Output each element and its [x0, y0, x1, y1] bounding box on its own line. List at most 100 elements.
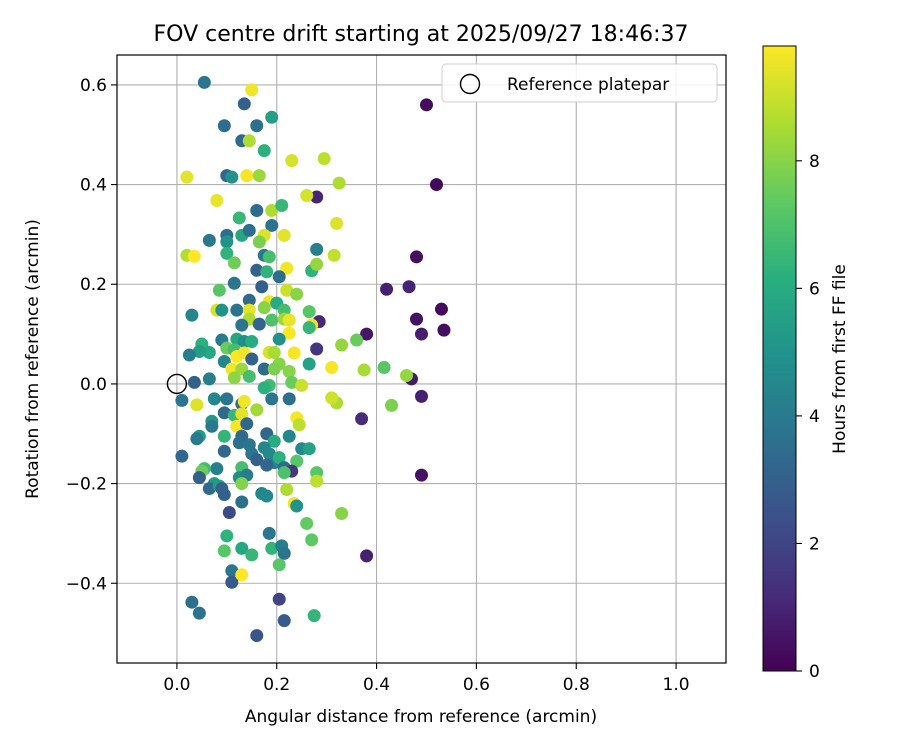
data-point	[282, 364, 296, 378]
data-point	[277, 546, 291, 560]
data-point	[310, 242, 324, 256]
data-point	[285, 154, 299, 168]
data-point	[235, 318, 249, 332]
data-point	[277, 303, 291, 317]
data-point	[267, 346, 281, 360]
data-point	[232, 211, 246, 225]
y-axis-ticks: −0.4 −0.2 0.0 0.2 0.4 0.6	[66, 76, 117, 594]
data-point	[210, 462, 224, 476]
plot-area-frame	[116, 54, 727, 664]
data-point	[242, 369, 256, 383]
data-point	[250, 403, 264, 417]
legend-box	[441, 63, 718, 103]
x-tick-label: 0.4	[363, 675, 390, 695]
data-point	[220, 246, 234, 260]
legend: Reference platepar	[441, 63, 718, 103]
data-point	[245, 83, 259, 97]
data-point	[385, 398, 399, 412]
data-point	[202, 482, 216, 496]
data-point	[205, 419, 219, 433]
data-point	[310, 474, 324, 488]
x-tick-label: 0.2	[263, 675, 290, 695]
data-point	[232, 436, 246, 450]
data-point	[197, 75, 211, 89]
reference-platepar-marker	[166, 373, 188, 395]
data-point	[250, 263, 264, 277]
data-point	[187, 249, 201, 263]
data-point	[360, 327, 374, 341]
data-point	[415, 468, 428, 482]
data-point	[217, 544, 231, 558]
data-point	[225, 575, 239, 589]
data-point	[410, 312, 424, 326]
data-point	[250, 629, 264, 643]
data-point	[272, 592, 286, 606]
data-point	[267, 362, 281, 376]
data-point	[260, 489, 274, 503]
y-axis-label: Rotation from reference (arcmin)	[23, 219, 43, 499]
data-point	[300, 516, 314, 530]
data-point	[357, 363, 371, 377]
colorbar-tick-label: 0	[809, 662, 820, 682]
data-point	[245, 352, 259, 366]
data-point	[240, 417, 254, 431]
data-point	[415, 327, 428, 341]
data-point	[280, 283, 294, 297]
data-point	[282, 392, 296, 406]
data-point	[295, 378, 309, 392]
data-point	[325, 391, 339, 405]
data-point	[377, 360, 391, 374]
data-point	[252, 317, 266, 331]
data-point	[190, 432, 204, 446]
data-point	[185, 308, 199, 322]
data-point	[335, 338, 349, 352]
colorbar-tick-label: 2	[809, 534, 820, 554]
data-point	[215, 303, 229, 317]
data-point	[302, 305, 316, 319]
x-axis-ticks: 0.0 0.2 0.4 0.6 0.8 1.0	[163, 663, 690, 695]
data-point	[257, 362, 271, 376]
data-point	[202, 346, 216, 360]
data-point	[235, 495, 249, 509]
data-point	[252, 169, 266, 183]
data-point	[285, 375, 299, 389]
x-axis-label: Angular distance from reference (arcmin)	[245, 707, 597, 727]
data-point	[277, 614, 291, 628]
data-point	[235, 568, 249, 582]
data-point	[310, 257, 324, 271]
y-tick-label: −0.2	[66, 475, 107, 495]
data-point	[225, 170, 239, 184]
data-point	[265, 541, 279, 555]
data-points	[175, 75, 451, 643]
data-point	[282, 429, 296, 443]
colorbar-gradient	[762, 45, 797, 672]
data-point	[330, 216, 344, 230]
data-point	[217, 406, 231, 420]
data-point	[265, 392, 279, 406]
data-point	[235, 541, 249, 555]
data-point	[302, 442, 316, 456]
data-point	[310, 190, 324, 204]
chart-title: FOV centre drift starting at 2025/09/27 …	[154, 22, 689, 47]
data-point	[237, 97, 251, 111]
data-point	[265, 203, 279, 217]
data-point	[250, 203, 264, 217]
data-point	[325, 360, 339, 374]
data-point	[220, 235, 234, 249]
data-point	[192, 345, 206, 359]
data-point	[257, 381, 271, 395]
y-tick-label: 0.4	[80, 176, 107, 196]
colorbar-tick-label: 8	[809, 152, 820, 172]
data-point	[302, 357, 316, 371]
data-point	[192, 606, 206, 620]
data-point	[190, 398, 204, 412]
data-point	[327, 248, 341, 262]
data-point	[272, 332, 286, 346]
data-point	[242, 303, 256, 317]
data-point	[222, 505, 236, 519]
x-tick-label: 1.0	[663, 675, 690, 695]
data-point	[180, 170, 194, 184]
data-point	[380, 282, 394, 296]
data-point	[410, 250, 424, 264]
